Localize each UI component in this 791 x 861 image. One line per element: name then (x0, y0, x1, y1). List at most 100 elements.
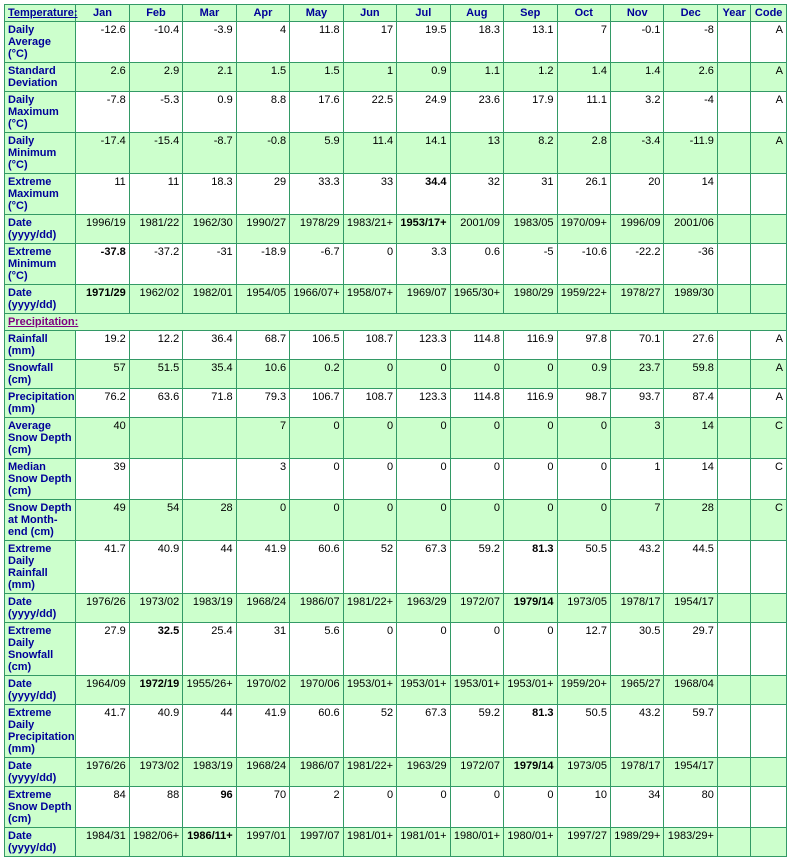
data-cell: 14 (664, 418, 717, 459)
data-cell: 8.2 (504, 133, 557, 174)
data-cell: 0 (290, 500, 343, 541)
data-cell: 13.1 (504, 22, 557, 63)
col-mar: Mar (183, 5, 236, 22)
data-cell: 1997/27 (557, 828, 610, 857)
row-label: Date (yyyy/dd) (5, 758, 76, 787)
data-cell: 10 (557, 787, 610, 828)
data-cell: 80 (664, 787, 717, 828)
data-cell: 0.9 (557, 360, 610, 389)
data-cell: 18.3 (183, 174, 236, 215)
data-cell: 1979/14 (504, 758, 557, 787)
data-cell: 43.2 (610, 705, 663, 758)
data-cell: 17.9 (504, 92, 557, 133)
data-cell: 1958/07+ (343, 285, 396, 314)
data-cell: 0 (343, 244, 396, 285)
data-cell: 0 (343, 459, 396, 500)
data-cell (717, 331, 750, 360)
row-label: Extreme Daily Rainfall (mm) (5, 541, 76, 594)
data-cell (717, 133, 750, 174)
data-cell: 1996/09 (610, 215, 663, 244)
table-row: Precipitation: (5, 314, 787, 331)
data-cell (751, 215, 787, 244)
data-cell: 2.1 (183, 63, 236, 92)
data-cell: 59.2 (450, 705, 503, 758)
row-label: Snowfall (cm) (5, 360, 76, 389)
data-cell: 60.6 (290, 705, 343, 758)
col-dec: Dec (664, 5, 717, 22)
data-cell: 28 (183, 500, 236, 541)
data-cell: 1989/29+ (610, 828, 663, 857)
data-cell (717, 500, 750, 541)
row-label: Extreme Daily Snowfall (cm) (5, 623, 76, 676)
data-cell (751, 285, 787, 314)
col-may: May (290, 5, 343, 22)
row-label: Extreme Daily Precipitation (mm) (5, 705, 76, 758)
data-cell (751, 705, 787, 758)
data-cell: 1954/17 (664, 758, 717, 787)
data-cell: 0 (290, 418, 343, 459)
data-cell: 36.4 (183, 331, 236, 360)
data-cell: 22.5 (343, 92, 396, 133)
data-cell: -4 (664, 92, 717, 133)
data-cell (751, 623, 787, 676)
data-cell: 0.9 (397, 63, 450, 92)
data-cell: 17.6 (290, 92, 343, 133)
data-cell: 1979/14 (504, 594, 557, 623)
data-cell: 0 (343, 623, 396, 676)
data-cell: 11.8 (290, 22, 343, 63)
data-cell: 0 (504, 500, 557, 541)
table-row: Rainfall (mm)19.212.236.468.7106.5108.71… (5, 331, 787, 360)
table-row: Snow Depth at Month-end (cm)495428000000… (5, 500, 787, 541)
data-cell (717, 418, 750, 459)
table-row: Standard Deviation2.62.92.11.51.510.91.1… (5, 63, 787, 92)
data-cell (717, 389, 750, 418)
data-cell: 1997/01 (236, 828, 289, 857)
data-cell: 7 (236, 418, 289, 459)
data-cell: 1983/19 (183, 758, 236, 787)
data-cell: 31 (504, 174, 557, 215)
data-cell: -31 (183, 244, 236, 285)
data-cell (751, 676, 787, 705)
data-cell: -15.4 (129, 133, 182, 174)
data-cell: 1962/30 (183, 215, 236, 244)
data-cell: -36 (664, 244, 717, 285)
data-cell: 98.7 (557, 389, 610, 418)
data-cell: 11 (129, 174, 182, 215)
data-cell (751, 758, 787, 787)
data-cell (717, 459, 750, 500)
data-cell: 24.9 (397, 92, 450, 133)
data-cell: 34.4 (397, 174, 450, 215)
data-cell: 76.2 (76, 389, 129, 418)
data-cell: 1981/22+ (343, 758, 396, 787)
data-cell: 52 (343, 541, 396, 594)
data-cell: 1963/29 (397, 758, 450, 787)
data-cell: 1981/22 (129, 215, 182, 244)
data-cell: 106.7 (290, 389, 343, 418)
data-cell: 1996/19 (76, 215, 129, 244)
data-cell (129, 418, 182, 459)
data-cell: 3 (610, 418, 663, 459)
data-cell: 40.9 (129, 541, 182, 594)
data-cell: 2.6 (76, 63, 129, 92)
data-cell: 0 (290, 459, 343, 500)
data-cell (751, 594, 787, 623)
data-cell: 12.7 (557, 623, 610, 676)
data-cell: 1971/29 (76, 285, 129, 314)
data-cell (183, 418, 236, 459)
data-cell: 0 (557, 418, 610, 459)
data-cell: 0 (504, 418, 557, 459)
data-cell: 1966/07+ (290, 285, 343, 314)
data-cell: C (751, 459, 787, 500)
data-cell (751, 787, 787, 828)
row-label: Standard Deviation (5, 63, 76, 92)
data-cell: 1962/02 (129, 285, 182, 314)
data-cell: 81.3 (504, 705, 557, 758)
data-cell: 31 (236, 623, 289, 676)
data-cell (183, 459, 236, 500)
data-cell: -17.4 (76, 133, 129, 174)
data-cell: -37.2 (129, 244, 182, 285)
table-row: Snowfall (cm)5751.535.410.60.200000.923.… (5, 360, 787, 389)
row-label: Date (yyyy/dd) (5, 828, 76, 857)
data-cell: 114.8 (450, 331, 503, 360)
data-cell: 1970/02 (236, 676, 289, 705)
